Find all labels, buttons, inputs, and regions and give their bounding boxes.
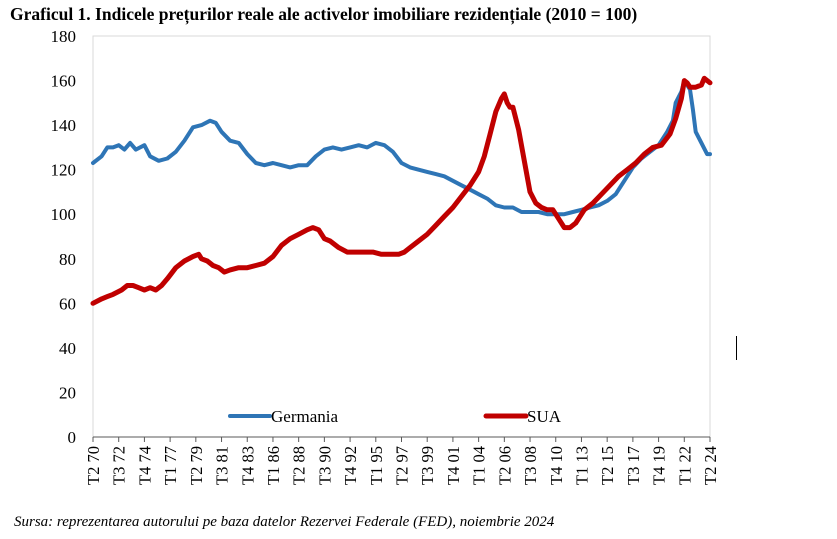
x-tick-label: T4 19 [650, 446, 669, 485]
y-tick-label: 140 [51, 116, 77, 135]
x-axis-labels: T2 70 T3 72 T4 74 T1 77 T2 79 T3 81 T4 83 T1 86… [84, 446, 720, 485]
x-tick-label: T3 90 [315, 446, 334, 485]
chart-source-note: Sursa: reprezentarea autorului pe baza d… [14, 514, 555, 530]
legend-label: Germania [271, 407, 338, 426]
y-tick-label: 0 [68, 428, 77, 447]
y-tick-label: 120 [51, 161, 77, 180]
x-tick-label: T2 15 [598, 446, 617, 485]
x-tick-label: T1 77 [161, 446, 180, 485]
x-tick-label: T4 74 [135, 446, 154, 485]
x-tick-label: T1 04 [470, 446, 489, 485]
y-tick-label: 20 [59, 383, 76, 402]
x-tick-label: T3 99 [418, 446, 437, 485]
y-tick-label: 60 [59, 294, 76, 313]
x-tick-label: T2 79 [187, 446, 206, 485]
y-tick-label: 180 [51, 27, 77, 46]
x-tick-label: T1 13 [572, 446, 591, 485]
x-tick-label: T4 92 [341, 446, 360, 485]
x-tick-label: T2 88 [290, 446, 309, 485]
y-tick-label: 160 [51, 72, 77, 91]
x-tick-label: T2 70 [84, 446, 103, 485]
plot-frame [92, 35, 711, 438]
series-line-germania [91, 78, 712, 217]
x-tick-label: T4 01 [444, 446, 463, 485]
y-tick-label: 80 [59, 250, 76, 269]
legend: Germania SUA [228, 407, 562, 426]
x-tick-label: T2 06 [495, 446, 514, 485]
x-tick-label: T2 97 [393, 446, 412, 485]
legend-label: SUA [527, 407, 562, 426]
plot-area [90, 35, 713, 442]
y-tick-label: 40 [59, 339, 76, 358]
x-tick-label: T3 81 [213, 446, 232, 485]
x-tick-label: T1 22 [675, 446, 694, 485]
text-cursor [736, 336, 737, 360]
x-tick-label: T3 72 [110, 446, 129, 485]
x-tick-label: T1 86 [264, 446, 283, 485]
series-line-sua [90, 75, 713, 306]
x-tick-label: T4 83 [238, 446, 257, 485]
y-axis-labels: 0 20 40 60 80 100 120 140 160 180 [51, 27, 77, 447]
x-tick-label: T3 08 [521, 446, 540, 485]
x-tick-label: T2 24 [701, 446, 720, 485]
x-tick-label: T1 95 [367, 446, 386, 485]
x-tick-label: T4 10 [547, 446, 566, 485]
chart-title: Graficul 1. Indicele prețurilor reale al… [10, 4, 638, 24]
y-tick-label: 100 [51, 205, 77, 224]
x-tick-label: T3 17 [624, 446, 643, 485]
